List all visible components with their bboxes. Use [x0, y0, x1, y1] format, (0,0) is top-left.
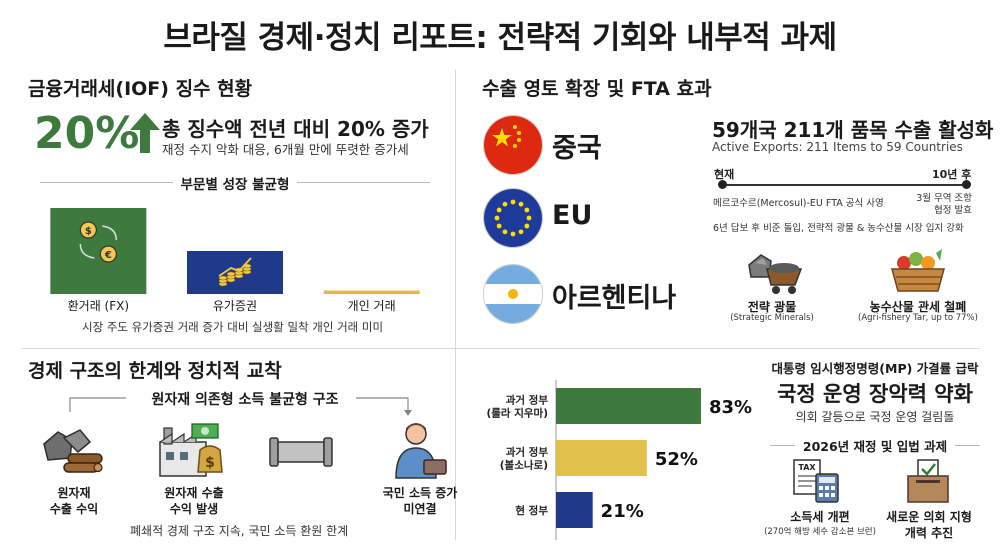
- agri-basket-icon: [891, 249, 945, 292]
- timeline-line: [722, 184, 966, 186]
- step2-label1: 원자재 수출: [164, 486, 224, 500]
- tax-calculator-icon: TAX: [793, 459, 839, 503]
- mp-bar-label: 과거 정부: [506, 394, 549, 407]
- step4-label2: 미연결: [403, 502, 437, 516]
- argentina-flag-icon: [483, 264, 543, 324]
- mp-bar-value: 21%: [601, 501, 644, 522]
- step1-label1: 원자재: [57, 486, 91, 500]
- export-sub-en: Active Exports: 211 Items to 59 Countrie…: [712, 140, 963, 154]
- iof-bar-0: [50, 208, 147, 294]
- eu-flag-icon: [483, 188, 543, 248]
- iof-big-percent: 20%: [34, 108, 140, 159]
- task-head: 2026년 재정 및 입법 과제: [794, 439, 956, 454]
- mp-bar-label: 과거 정부: [506, 446, 549, 459]
- timeline-now: 현재: [714, 168, 735, 181]
- timeline-right: 3월 무역 조항 협정 발효: [916, 193, 972, 217]
- mp-top: 대통령 임시행정명령(MP) 가결률 급락: [771, 361, 979, 376]
- country-china: 중국: [552, 133, 602, 164]
- mp-bar-0: [556, 388, 701, 424]
- divider-vertical: [455, 70, 456, 540]
- person-wallet-icon: [395, 423, 447, 479]
- mp-bar-label: 현 정부: [515, 504, 548, 517]
- item-agri-sub: (Agri-fishery Tar, up to 77%): [858, 313, 978, 323]
- mp-bar-label: (룰라 지우마): [486, 407, 548, 420]
- task1-sub: (270억 해방 세수 감소본 브런): [764, 527, 876, 537]
- divider-horizontal: [22, 348, 980, 349]
- step2-label2: 수익 발생: [169, 502, 219, 516]
- iof-caption: 시장 주도 유가증권 거래 증가 대비 실생활 밀착 개인 거래 미미: [82, 320, 384, 334]
- step1-label2: 수출 수익: [49, 502, 99, 516]
- mp-headline: 국정 운영 장악력 약화: [777, 382, 973, 406]
- raw-materials-icon: [43, 429, 103, 473]
- iof-headline: 총 징수액 전년 대비 20% 증가: [162, 117, 429, 141]
- export-heading: 수출 영토 확장 및 FTA 효과: [482, 78, 712, 100]
- task2-sub: 개력 추진: [904, 526, 954, 540]
- mp-bar-value: 83%: [709, 397, 752, 418]
- task2-label: 새로운 의회 지형: [886, 510, 972, 524]
- iof-bar-label: 환거래 (FX): [67, 299, 130, 313]
- mp-bar-chart: 과거 정부(룰라 지우마) 83%과거 정부(볼소나로) 52%현 정부 21%: [486, 380, 752, 540]
- mp-sub: 의회 갈등으로 국정 운영 걸림돌: [795, 410, 955, 424]
- iof-subtext: 재정 수지 악화 대응, 6개월 만에 뚜렷한 증가세: [162, 142, 409, 157]
- currency-exchange-icon: $€: [79, 221, 118, 263]
- arrow-up-icon: [130, 113, 160, 153]
- structure-heading: 경제 구조의 한계와 정치적 교착: [28, 360, 282, 382]
- structure-bracket: [69, 397, 412, 416]
- iof-bar-2: [323, 290, 420, 294]
- country-argentina: 아르헨티나: [552, 283, 677, 314]
- svg-text:€: €: [104, 250, 112, 261]
- timeline-end: 10년 후: [932, 168, 972, 181]
- step4-label1: 국민 소득 증가: [382, 486, 458, 500]
- timeline-note: 6년 답보 후 비준 돌입, 전략적 광물 & 농수산물 시장 입지 강화: [713, 223, 964, 234]
- timeline-dot-start: [718, 180, 727, 189]
- timeline-dot-end: [962, 180, 971, 189]
- ballot-box-icon: [907, 459, 949, 503]
- mp-bar-1: [556, 440, 647, 476]
- iof-bar-label: 개인 거래: [347, 299, 396, 313]
- task1-label: 소득세 개편: [790, 510, 850, 524]
- structure-subhead: 원자재 의존형 소득 불균형 구조: [143, 392, 347, 408]
- mp-bar-2: [556, 492, 593, 528]
- structure-caption: 폐쇄적 경제 구조 지속, 국민 소득 환원 한계: [130, 524, 349, 538]
- mp-bar-value: 52%: [655, 449, 698, 470]
- factory-money-icon: $: [159, 423, 223, 477]
- tax-text: TAX: [798, 463, 816, 472]
- iof-heading: 금융거래세(IOF) 징수 현황: [28, 78, 253, 100]
- minerals-cart-icon: [748, 254, 803, 294]
- timeline-desc: 메르코수르(Mercosul)-EU FTA 공식 사영: [713, 198, 884, 209]
- country-eu: EU: [552, 200, 593, 231]
- item-minerals-sub: (Strategic Minerals): [730, 313, 814, 323]
- iof-chart-title: 부문별 성장 불균형: [172, 177, 298, 193]
- svg-text:$: $: [205, 455, 215, 471]
- mp-bar-label: (볼소나로): [500, 459, 548, 472]
- item-agri-label: 농수산물 관세 철폐: [869, 300, 967, 314]
- coin-growth-icon: [218, 257, 252, 287]
- pipe-icon: [269, 437, 333, 467]
- page-title: 브라질 경제·정치 리포트: 전략적 기회와 내부적 과제: [163, 20, 837, 56]
- iof-bar-label: 유가증권: [212, 299, 258, 313]
- china-flag-icon: [483, 115, 543, 175]
- item-minerals-label: 전략 광물: [747, 300, 797, 314]
- svg-text:$: $: [85, 226, 92, 237]
- iof-bar-labels: 환거래 (FX) 유가증권 개인 거래: [30, 297, 440, 313]
- export-headline: 59개국 211개 품목 수출 활성화: [712, 118, 994, 142]
- iof-bar-chart: $€: [50, 208, 420, 294]
